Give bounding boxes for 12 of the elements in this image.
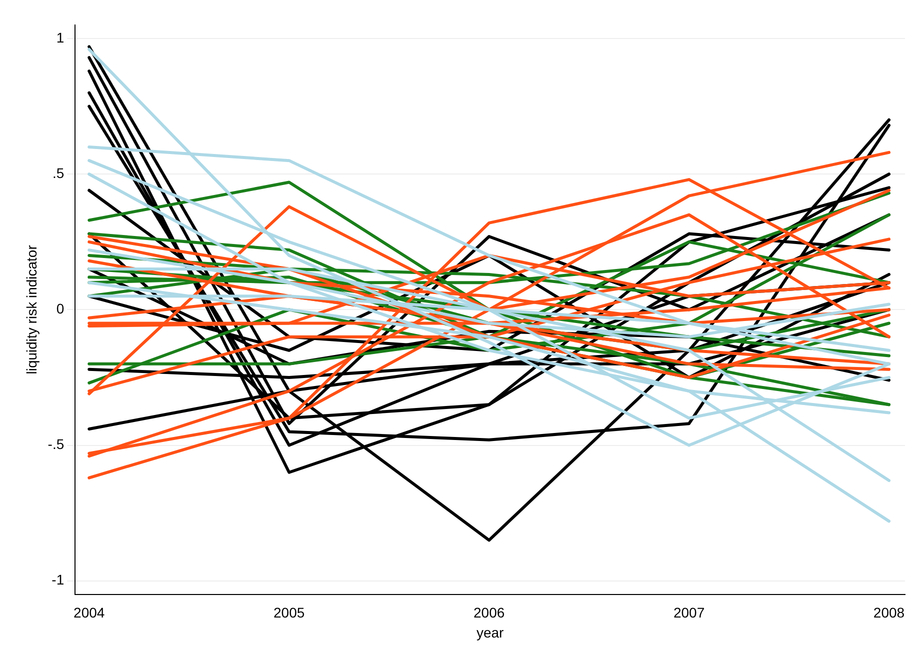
x-tick-label: 2007	[673, 604, 705, 621]
y-tick-label: 0	[56, 300, 64, 317]
y-axis-title: liquidity risk indicator	[23, 244, 40, 374]
y-tick-label: -.5	[48, 436, 64, 452]
x-tick-label: 2006	[473, 604, 505, 621]
x-axis-title: year	[476, 624, 504, 640]
x-tick-label: 2008	[873, 604, 905, 621]
y-tick-label: .5	[52, 164, 64, 181]
x-tick-label: 2004	[74, 604, 105, 621]
y-tick-label: -1	[52, 572, 64, 588]
y-tick-label: 1	[56, 29, 64, 46]
x-tick-label: 2005	[274, 604, 305, 621]
